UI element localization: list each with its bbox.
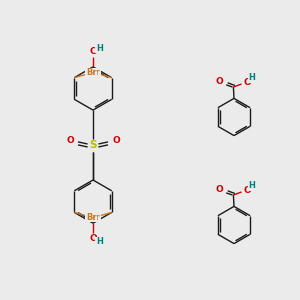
Text: O: O bbox=[66, 136, 74, 145]
Text: Br: Br bbox=[86, 68, 97, 77]
Text: O: O bbox=[216, 184, 224, 194]
Text: H: H bbox=[96, 44, 103, 53]
Text: Br: Br bbox=[86, 213, 97, 222]
Text: O: O bbox=[216, 76, 224, 85]
Text: O: O bbox=[89, 47, 97, 56]
Text: Br: Br bbox=[89, 68, 100, 77]
Text: Br: Br bbox=[89, 213, 100, 222]
Text: O: O bbox=[89, 234, 97, 243]
Text: H: H bbox=[249, 181, 255, 190]
Text: H: H bbox=[249, 73, 255, 82]
Text: H: H bbox=[96, 237, 103, 246]
Text: O: O bbox=[112, 136, 120, 145]
Text: O: O bbox=[243, 186, 251, 195]
Text: S: S bbox=[89, 140, 97, 151]
Text: O: O bbox=[243, 78, 251, 87]
